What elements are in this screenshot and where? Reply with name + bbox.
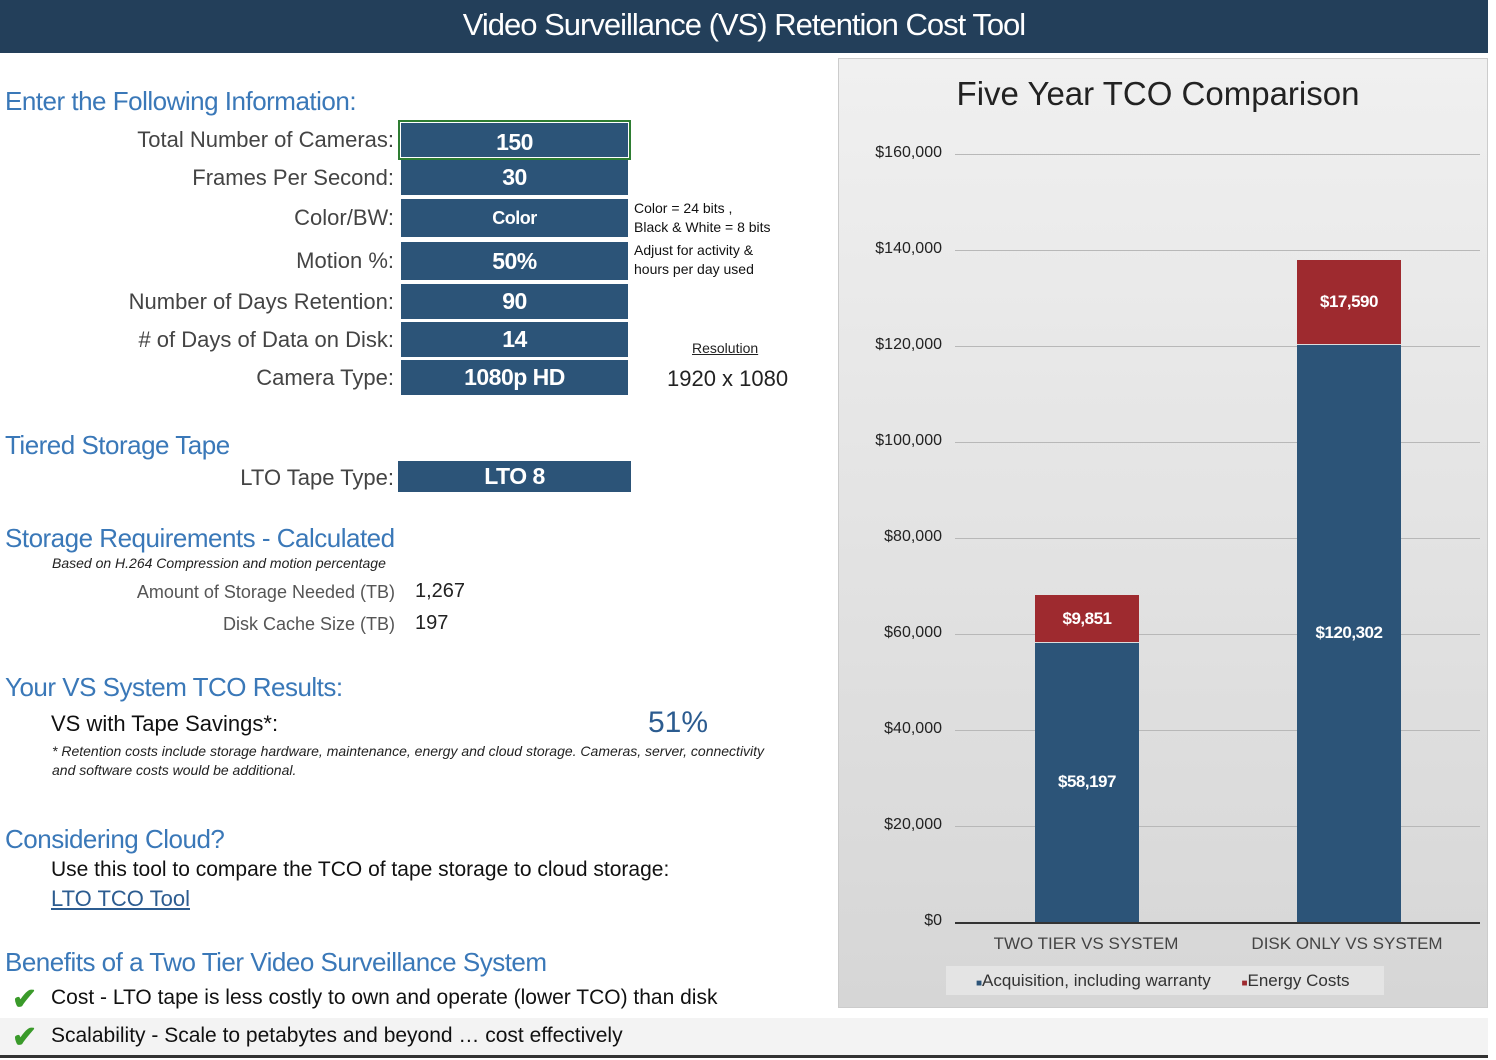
savings-value: 51% [648,706,709,739]
benefits-heading: Benefits of a Two Tier Video Surveillanc… [5,947,547,977]
disk-cache-value: 197 [415,612,449,634]
disk-cache-label: Disk Cache Size (TB) [222,614,395,634]
bar-energy: $17,590 [1297,260,1401,345]
resolution-value: 1920 x 1080 [667,366,789,391]
field-label: Frames Per Second: [192,164,394,190]
chart-title: Five Year TCO Comparison [956,75,1360,112]
bar-acquisition: $120,302 [1297,344,1401,922]
field-input[interactable]: 150 [398,120,631,160]
data-label: $58,197 [1058,772,1116,792]
y-tick-label: $60,000 [884,624,942,641]
field-label: Color/BW: [294,205,394,230]
check-icon: ✔ [12,1021,38,1054]
results-heading: Your VS System TCO Results: [5,672,343,702]
motion-note-line: hours per day used [634,261,754,277]
inputs-heading: Enter the Following Information: [5,86,357,116]
storage-heading: Storage Requirements - Calculated [5,523,395,553]
benefit-item: Cost - LTO tape is less costly to own an… [51,986,718,1009]
motion-note: Adjust for activity & hours per day used [634,241,754,279]
gridline [955,154,1480,155]
footnote-line: and software costs would be additional. [52,762,297,778]
field-label: Camera Type: [256,364,394,390]
gridline [955,538,1480,539]
field-input[interactable]: Color [401,199,628,237]
field-input[interactable]: 90 [401,284,628,319]
gridline [955,826,1480,827]
y-tick-label: $40,000 [884,720,942,737]
y-tick-label: $100,000 [875,432,942,449]
tape-heading: Tiered Storage Tape [5,430,230,460]
category-label: TWO TIER VS SYSTEM [993,934,1179,953]
gridline [955,250,1480,251]
color-note: Color = 24 bits , Black & White = 8 bits [634,199,771,237]
page-title: Video Surveillance (VS) Retention Cost T… [462,7,1026,42]
footnote: * Retention costs include storage hardwa… [52,742,764,780]
legend-swatch-acquisition: ■ [976,978,983,989]
field-label: # of Days of Data on Disk: [138,326,394,352]
field-input[interactable]: 30 [401,160,628,195]
storage-needed-label: Amount of Storage Needed (TB) [136,582,395,602]
color-note-line: Color = 24 bits , [634,200,733,216]
gridline [955,634,1480,635]
storage-subtitle: Based on H.264 Compression and motion pe… [52,555,386,571]
gridline [955,730,1480,731]
field-label: Motion %: [296,248,394,273]
motion-note-line: Adjust for activity & [634,242,754,258]
y-tick-label: $120,000 [875,336,942,353]
footnote-line: * Retention costs include storage hardwa… [52,743,765,759]
data-label: $120,302 [1315,623,1383,643]
benefit-item: Scalability - Scale to petabytes and bey… [51,1024,623,1047]
tape-type-select[interactable]: LTO 8 [398,461,631,492]
y-tick-label: $80,000 [884,528,942,545]
check-icon: ✔ [12,983,38,1016]
field-label: Total Number of Cameras: [137,127,394,152]
chart-legend: ■Acquisition, including warranty ■Energy… [946,966,1384,995]
field-input[interactable]: 50% [401,242,628,280]
category-label: DISK ONLY VS SYSTEM [1251,934,1443,953]
y-tick-label: $160,000 [875,144,942,161]
y-tick-label: $140,000 [875,240,942,257]
cloud-heading: Considering Cloud? [5,824,225,854]
bar-energy: $9,851 [1035,595,1139,643]
legend-swatch-energy: ■ [1241,978,1248,989]
color-note-line: Black & White = 8 bits [634,219,771,235]
field-label: Number of Days Retention: [128,288,394,314]
x-axis [955,922,1480,924]
data-label: $17,590 [1320,291,1378,311]
field-input[interactable]: 14 [401,322,628,357]
data-label: $9,851 [1062,608,1113,628]
resolution-label: Resolution [692,340,759,356]
savings-label: VS with Tape Savings*: [51,711,279,736]
bottom-band [0,1018,1488,1058]
lto-tco-tool-link[interactable]: LTO TCO Tool [51,886,190,911]
y-tick-label: $0 [924,912,942,929]
gridline [955,442,1480,443]
bar-acquisition: $58,197 [1035,642,1139,922]
legend-label: Acquisition, including warranty [982,971,1211,990]
tape-type-label: LTO Tape Type: [240,465,394,490]
gridline [955,346,1480,347]
field-input[interactable]: 1080p HD [401,360,628,395]
app-header: Video Surveillance (VS) Retention Cost T… [0,0,1488,53]
cloud-text: Use this tool to compare the TCO of tape… [51,858,670,881]
y-tick-label: $20,000 [884,816,942,833]
legend-label: Energy Costs [1247,971,1350,990]
storage-needed-value: 1,267 [415,580,466,602]
